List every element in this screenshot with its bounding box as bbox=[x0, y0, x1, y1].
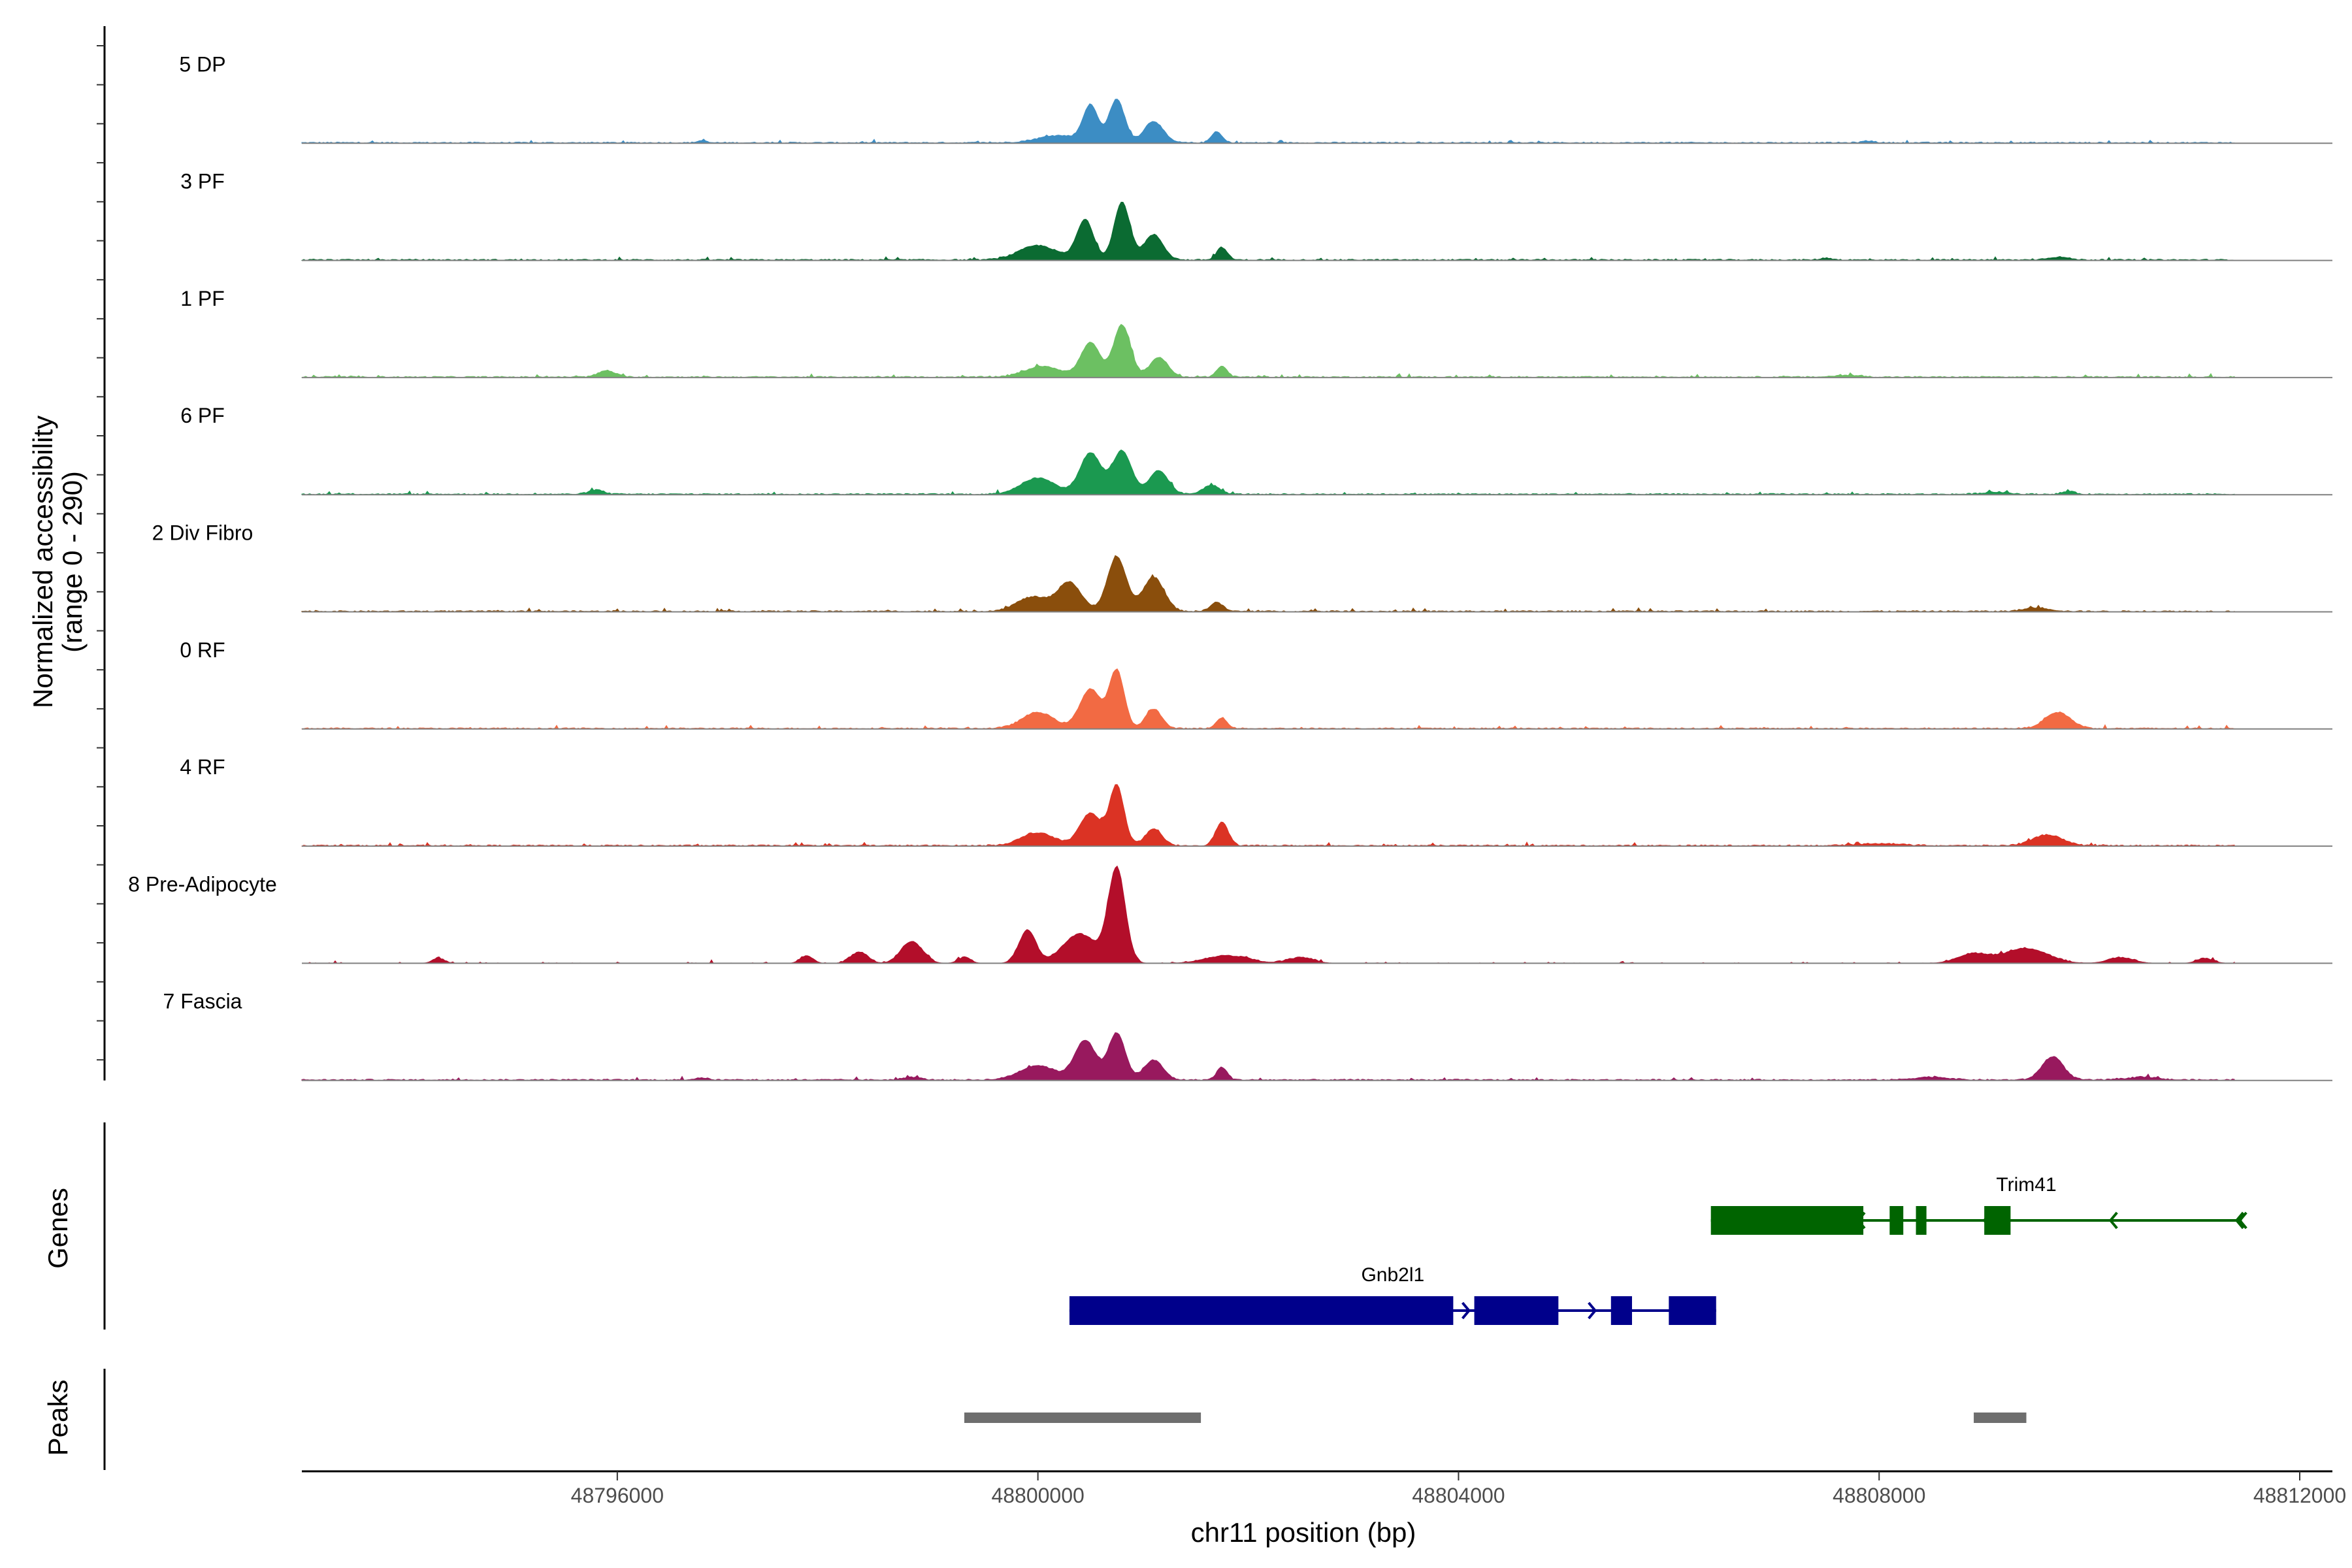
strand-arrow bbox=[1588, 1301, 1597, 1320]
x-axis: 48796000 48800000 48804000 48808000 48812000 bbox=[302, 1470, 2346, 1507]
y-axis-title-line2: (range 0 - 290) bbox=[57, 471, 88, 653]
x-tick-label: 48804000 bbox=[1412, 1484, 1505, 1507]
x-tick-label: 48796000 bbox=[571, 1484, 664, 1507]
strand-arrow bbox=[1461, 1301, 1471, 1320]
track-6-pf: 6 PF bbox=[180, 404, 2332, 496]
gene-label: Gnb2l1 bbox=[1361, 1264, 1424, 1286]
track-label: 0 RF bbox=[180, 638, 225, 662]
genes-panel-title: Genes bbox=[42, 1188, 73, 1269]
coverage-area bbox=[301, 449, 2235, 495]
gene-label: Trim41 bbox=[1996, 1174, 2056, 1196]
gene-trim41: Trim41 bbox=[1710, 1174, 2247, 1235]
x-tick-label: 48808000 bbox=[1833, 1484, 1925, 1507]
track-2-div-fibro: 2 Div Fibro bbox=[152, 521, 2332, 613]
track-label: 6 PF bbox=[180, 404, 225, 427]
gene-exon bbox=[1069, 1296, 1454, 1325]
track-5-dp: 5 DP bbox=[179, 52, 2332, 144]
gene-exon bbox=[1916, 1206, 1927, 1235]
peaks-panel bbox=[103, 1369, 2027, 1470]
gene-exon bbox=[1710, 1206, 1864, 1235]
track-label: 2 Div Fibro bbox=[152, 521, 253, 545]
track-8-pre-adipocyte: 8 Pre-Adipocyte bbox=[128, 865, 2332, 964]
y-axis-title-line1: Normalized accessibility bbox=[27, 416, 58, 708]
track-label: 5 DP bbox=[179, 52, 225, 76]
coverage-tracks: 5 DP 3 PF 1 PF 6 PF 2 Div Fibro 0 RF 4 RF 8 Pre… bbox=[97, 26, 2332, 1081]
x-axis-title: chr11 position (bp) bbox=[1191, 1517, 1416, 1548]
coverage-area bbox=[301, 99, 2235, 144]
track-label: 8 Pre-Adipocyte bbox=[128, 872, 277, 896]
peak-region bbox=[964, 1413, 1201, 1423]
coverage-area bbox=[301, 555, 2235, 613]
x-tick-label: 48812000 bbox=[2253, 1484, 2346, 1507]
coverage-area bbox=[301, 1032, 2235, 1081]
gene-exon bbox=[1984, 1206, 2011, 1235]
track-label: 1 PF bbox=[180, 287, 225, 310]
gene-exon bbox=[1669, 1296, 1716, 1325]
strand-arrow bbox=[2108, 1211, 2118, 1230]
coverage-area bbox=[301, 201, 2235, 261]
coverage-area bbox=[302, 865, 2235, 964]
track-0-rf: 0 RF bbox=[180, 638, 2332, 730]
peak-region bbox=[1974, 1413, 2027, 1423]
gene-exon bbox=[1474, 1296, 1559, 1325]
track-label: 3 PF bbox=[180, 170, 225, 193]
coverage-area bbox=[301, 323, 2235, 378]
track-1-pf: 1 PF bbox=[180, 287, 2332, 378]
track-3-pf: 3 PF bbox=[180, 170, 2332, 261]
track-7-fascia: 7 Fascia bbox=[163, 990, 2332, 1081]
strand-arrow bbox=[2234, 1211, 2244, 1230]
gene-exon bbox=[1610, 1296, 1632, 1325]
peaks-panel-title: Peaks bbox=[42, 1380, 73, 1456]
track-label: 4 RF bbox=[180, 755, 225, 779]
genes-panel: Trim41 Gnb2l1 bbox=[103, 1122, 2247, 1330]
coverage-area bbox=[301, 668, 2235, 730]
gene-gnb2l1: Gnb2l1 bbox=[1069, 1264, 1716, 1325]
x-tick-label: 48800000 bbox=[991, 1484, 1084, 1507]
strand-arrow bbox=[2238, 1211, 2247, 1230]
coverage-area bbox=[301, 784, 2235, 847]
track-4-rf: 4 RF bbox=[180, 755, 2332, 847]
gene-exon bbox=[1889, 1206, 1904, 1235]
track-label: 7 Fascia bbox=[163, 990, 242, 1013]
